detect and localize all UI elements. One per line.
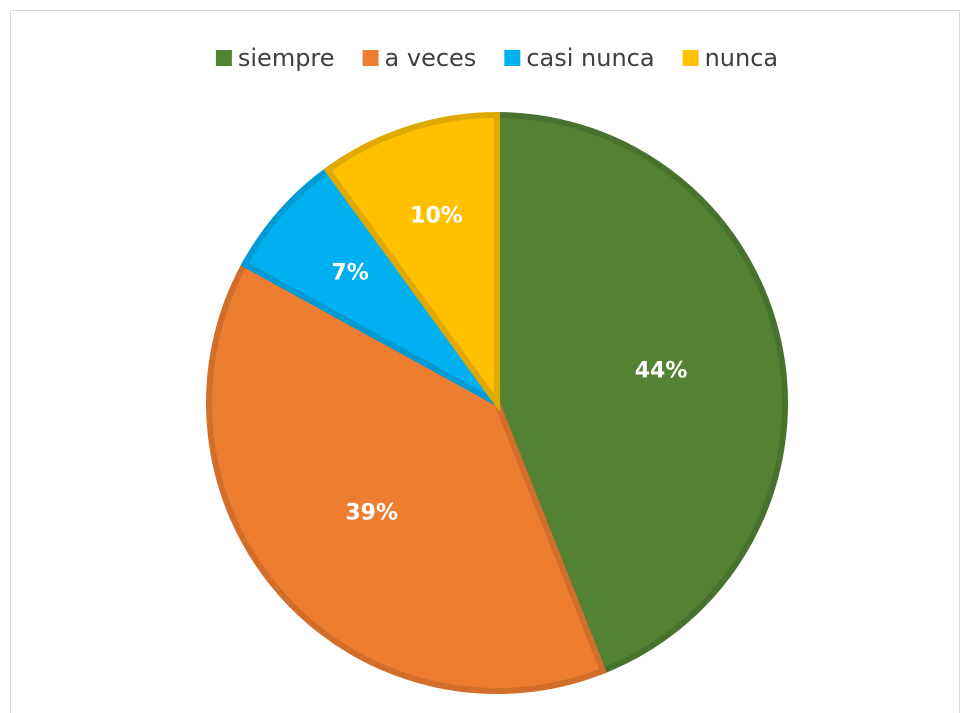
legend-label: a veces [385,44,477,72]
legend-label: siempre [238,44,335,72]
legend-label: casi nunca [526,44,654,72]
legend-label: nunca [705,44,779,72]
legend-swatch [215,50,232,66]
pie-slice [323,111,500,413]
pie-slice [494,111,788,675]
data-label: 39% [345,500,398,525]
data-label: 44% [635,359,688,384]
legend-swatch [504,50,521,66]
data-label: 10% [410,204,463,229]
legend-swatch [362,50,379,66]
pie-slice [206,260,607,694]
data-label: 7% [331,260,368,285]
legend-swatch [682,50,699,66]
